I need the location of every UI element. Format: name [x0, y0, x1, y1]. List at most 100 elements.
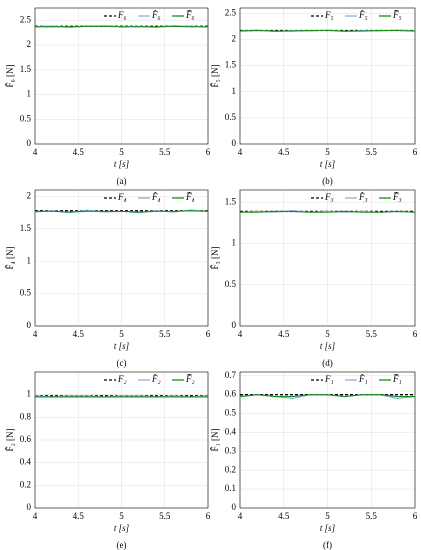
y-axis-label: F̂₂ [N] — [4, 429, 15, 452]
legend-label: F₂ — [117, 374, 127, 384]
series-line — [240, 210, 416, 213]
series-line — [35, 210, 209, 213]
plot-frame — [34, 371, 209, 509]
caption: (e) — [117, 540, 127, 550]
legend-label: F̂₄ — [151, 192, 161, 202]
x-tick-label: 5.5 — [366, 329, 378, 339]
y-tick-label: 0.8 — [20, 411, 32, 421]
panel: 4 4.5 5 5.5 6 0 0.1 0.2 0.3 0.4 0.5 0.6 0.7 F₁ F̂₁ F̂̅₁… — [209, 370, 417, 550]
x-tick-label: 6 — [206, 329, 211, 339]
caption: (f) — [323, 540, 332, 550]
x-tick-label: 6 — [413, 147, 418, 157]
x-tick-label: 5 — [325, 511, 330, 521]
x-tick-label: 4 — [238, 329, 243, 339]
panel: 4 4.5 5 5.5 6 0 0.5 1 1.5 F₃ F̂₃ F̂̅₃ t [s] F̂₃ [N] (d… — [209, 189, 418, 368]
y-tick-label: 0.5 — [225, 112, 237, 122]
y-tick-label: 0 — [27, 320, 32, 330]
y-tick-label: 0 — [232, 138, 237, 148]
legend-label: F̂̅₂ — [185, 374, 195, 384]
x-tick-label: 4.5 — [278, 329, 290, 339]
y-tick-label: 1.5 — [225, 60, 237, 70]
legend-label: F₄ — [117, 192, 127, 202]
x-tick-label: 5.5 — [159, 147, 171, 157]
y-tick-label: 1 — [27, 255, 32, 265]
x-tick-label: 4 — [33, 147, 38, 157]
x-tick-label: 5.5 — [159, 329, 171, 339]
x-tick-label: 4.5 — [278, 511, 290, 521]
y-tick-label: 0.5 — [225, 279, 237, 289]
legend-label: F₃ — [324, 192, 334, 202]
x-axis-label: t [s] — [114, 341, 130, 351]
panel: 4 4.5 5 5.5 6 0 0.5 1 1.5 2 2.5 F₅ F̂₅ F̂̅₅ t [s] F̂₅ [… — [209, 7, 417, 186]
panel: 4 4.5 5 5.5 6 0 0.5 1 1.5 2 2.5 F₆ F̂₆ F̂̅₆ t [s] F̂₆ [… — [4, 7, 211, 186]
y-axis-label: F̂₃ [N] — [209, 247, 220, 270]
y-tick-label: 1 — [27, 389, 32, 399]
y-tick-label: 0 — [232, 502, 237, 512]
x-tick-label: 5 — [119, 147, 124, 157]
y-tick-label: 0.5 — [225, 408, 237, 418]
y-tick-label: 2.5 — [225, 7, 237, 17]
y-tick-label: 0 — [232, 320, 237, 330]
y-tick-label: 0 — [27, 502, 32, 512]
legend-label: F̂̅₅ — [392, 10, 402, 20]
legend-label: F̂₂ — [151, 374, 161, 384]
y-tick-label: 0.2 — [225, 464, 236, 474]
x-tick-label: 4.5 — [73, 147, 85, 157]
legend-label: F̂̅₁ — [392, 374, 402, 384]
y-tick-label: 0.5 — [20, 113, 32, 123]
plot-frame — [239, 189, 416, 327]
x-axis-label: t [s] — [320, 523, 336, 533]
x-axis-label: t [s] — [320, 341, 336, 351]
legend-label: F₁ — [324, 374, 334, 384]
legend-label: F̂₅ — [358, 10, 368, 20]
y-axis-label: F̂₆ [N] — [4, 65, 15, 88]
y-tick-label: 1.5 — [20, 64, 32, 74]
y-tick-label: 2 — [232, 33, 237, 43]
x-tick-label: 6 — [206, 147, 211, 157]
y-tick-label: 2.5 — [20, 14, 32, 24]
y-tick-label: 1 — [27, 89, 32, 99]
y-tick-label: 0.6 — [20, 434, 32, 444]
legend-label: F₆ — [117, 10, 127, 20]
x-tick-label: 4.5 — [73, 329, 85, 339]
x-tick-label: 5 — [119, 511, 124, 521]
plot-frame — [34, 7, 209, 145]
y-tick-label: 0 — [27, 138, 32, 148]
y-axis-label: F̂₅ [N] — [209, 65, 220, 88]
x-tick-label: 4 — [33, 511, 38, 521]
x-tick-label: 4 — [238, 147, 243, 157]
x-tick-label: 4.5 — [278, 147, 290, 157]
x-axis-label: t [s] — [114, 523, 130, 533]
y-tick-label: 1 — [232, 238, 237, 248]
x-tick-label: 4 — [33, 329, 38, 339]
plot-frame — [34, 189, 209, 327]
x-tick-label: 6 — [413, 329, 418, 339]
y-tick-label: 2 — [27, 191, 32, 201]
plot-frame — [239, 371, 416, 509]
caption: (d) — [322, 358, 333, 368]
x-tick-label: 5.5 — [366, 511, 378, 521]
y-tick-label: 0.2 — [20, 479, 31, 489]
y-tick-label: 0.5 — [20, 288, 32, 298]
series-line — [239, 29, 416, 32]
caption: (a) — [117, 176, 127, 186]
y-tick-label: 0.7 — [225, 370, 237, 380]
y-tick-label: 1.5 — [225, 196, 237, 206]
x-tick-label: 4 — [238, 511, 243, 521]
legend-label: F̂₃ — [358, 192, 368, 202]
x-tick-label: 5 — [119, 329, 124, 339]
legend-label: F₅ — [324, 10, 334, 20]
panel: 4 4.5 5 5.5 6 0 0.5 1 1.5 2 F₄ F̂₄ F̂̅₄ t [s] F̂₄ [N] (… — [4, 189, 211, 368]
y-tick-label: 0.6 — [225, 389, 237, 399]
y-tick-label: 0.4 — [20, 457, 32, 467]
legend-label: F̂̅₃ — [392, 192, 402, 202]
legend-label: F̂̅₄ — [185, 192, 195, 202]
legend-label: F̂₁ — [358, 374, 368, 384]
legend-label: F̂̅₆ — [185, 10, 195, 20]
y-tick-label: 1.5 — [20, 223, 32, 233]
panel: 4 4.5 5 5.5 6 0 0.2 0.4 0.6 0.8 1 F₂ F̂₂ F̂̅₂ t [s] F̂₂… — [4, 371, 211, 550]
plot-frame — [239, 7, 416, 145]
x-axis-label: t [s] — [320, 159, 336, 169]
y-axis-label: F̂₁ [N] — [209, 429, 220, 452]
